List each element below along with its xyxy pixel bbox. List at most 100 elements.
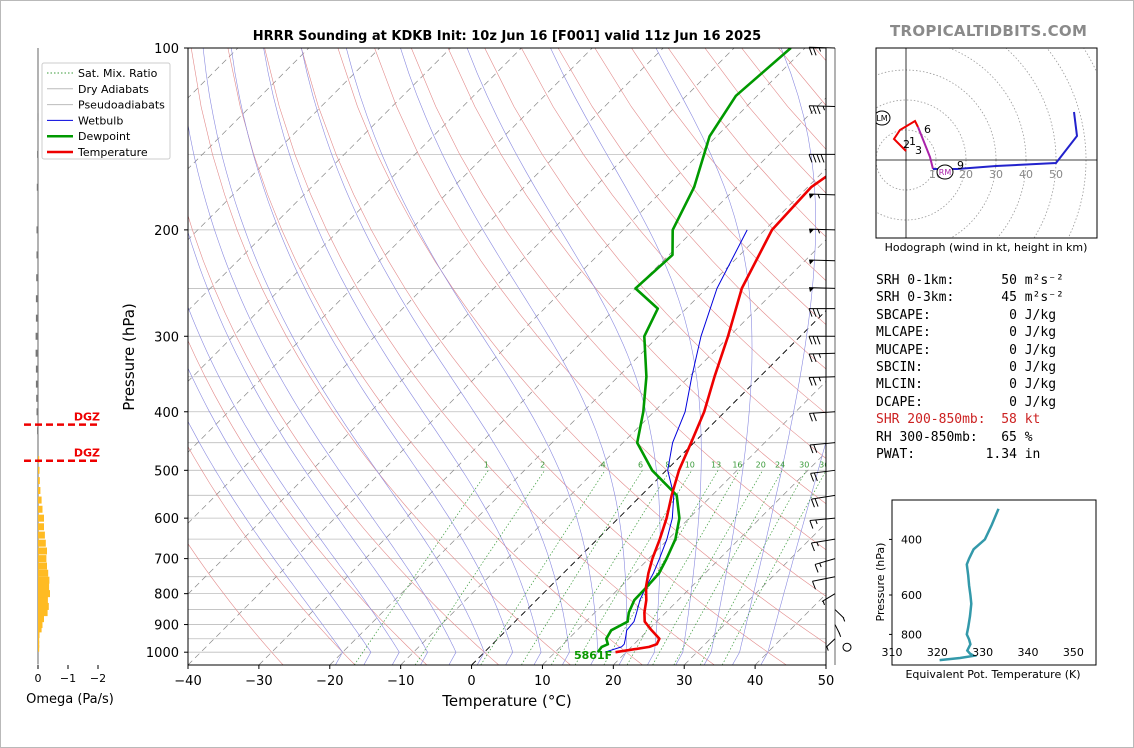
wetbulb-profile (604, 229, 748, 653)
hodograph-border (875, 47, 1098, 239)
p-tick-label: 1000 (146, 646, 179, 661)
surface-height-label: 5861F (574, 649, 612, 662)
omega-bar (35, 295, 38, 303)
legend: Sat. Mix. Ratio Dry Adiabats Pseudoadiabat… (41, 62, 171, 160)
wind-barb (810, 494, 836, 508)
pseudoadiabat (188, 367, 372, 665)
p-tick-label: 900 (154, 619, 179, 634)
barb-shaft (811, 494, 836, 500)
isotherm-line (329, 168, 826, 665)
param-spacer (931, 308, 1009, 323)
legend-label: Dewpoint (78, 130, 131, 143)
barb-full (809, 520, 814, 529)
barb-full (816, 308, 821, 317)
param-row: RH 300-850mb: 65 % (876, 429, 1064, 446)
mixing-ratio-line (652, 470, 764, 665)
omega-tick-label: 0 (35, 672, 42, 685)
hodo-ring-label: 20 (959, 168, 973, 181)
param-value: 0 (1009, 307, 1017, 323)
dgz-label: DGZ (74, 411, 100, 424)
x-tick-label: −10 (387, 674, 414, 689)
omega-bar (38, 644, 40, 652)
barb-shaft (809, 287, 836, 289)
pseudoadiabat (400, 48, 627, 665)
wind-barb (808, 376, 836, 386)
wind-barb (821, 593, 836, 606)
param-spacer (954, 273, 1001, 288)
mixing-ratio-line (521, 470, 643, 665)
param-value: 0 (1009, 377, 1017, 393)
barb-half (818, 47, 822, 52)
param-unit: J/kg (1024, 394, 1057, 410)
dry-adiabat (188, 543, 284, 665)
wind-barb (834, 609, 846, 622)
legend-box (41, 62, 171, 160)
param-label: MUCAPE: (876, 342, 931, 358)
barb-half (816, 541, 819, 547)
param-row: SBCIN: 0 J/kg (876, 359, 1064, 376)
wind-barb (810, 538, 836, 552)
wind-barb (812, 576, 836, 590)
isotherm-line (471, 309, 826, 665)
theta-e-profile (939, 508, 1000, 662)
hodo-marker-circle (936, 164, 954, 180)
theta-e-y-tick-label: 400 (901, 533, 922, 546)
omega-bar (38, 596, 48, 604)
omega-bar (36, 226, 38, 234)
pseudoadiabat (732, 48, 817, 665)
param-unit: J/kg (1024, 377, 1057, 393)
p-tick-label: 500 (154, 464, 179, 479)
omega-bar (38, 621, 43, 629)
wind-barb (808, 105, 836, 115)
omega-bar (36, 394, 38, 402)
barb-half (822, 600, 825, 606)
barb-flag (809, 287, 815, 293)
omega-bar (38, 636, 40, 644)
param-label: DCAPE: (876, 394, 923, 410)
wind-barbs (808, 46, 852, 665)
dry-adiabat (190, 48, 571, 665)
barb-shaft (825, 638, 836, 648)
barb-full (808, 377, 813, 386)
mixing-ratio-label: 1 (484, 460, 489, 469)
skewt-y-axis-label: Pressure (hPa) (120, 303, 138, 411)
barb-full (813, 444, 818, 453)
brand-watermark: TROPICALTIDBITS.COM (890, 22, 1088, 40)
wind-barb (808, 335, 835, 345)
theta-e-x-tick-label: 340 (1018, 646, 1039, 659)
barb-half (817, 194, 821, 199)
hodo-marker-label: LM (876, 114, 887, 123)
param-value: 65 (1001, 429, 1017, 445)
skewt-profiles: 1 2 4 6 8 10 13 16 20 24 30 36 (484, 48, 826, 654)
x-tick-label: 40 (747, 674, 764, 689)
barb-full (810, 542, 815, 552)
theta-e-y-axis-label: Pressure (hPa) (874, 543, 887, 622)
skewt-background-lines (188, 48, 826, 665)
omega-panel: DGZ DGZ 0 −1 −2 Omega (Pa/s) (24, 48, 114, 707)
omega-bar (35, 365, 38, 373)
theta-e-y-tick-label: 800 (901, 628, 922, 641)
barb-full (809, 444, 814, 454)
omega-tick-label: −2 (90, 672, 106, 685)
param-spacer (954, 290, 1001, 305)
mixing-ratio-line (626, 470, 740, 665)
x-tick-label: −40 (174, 674, 201, 689)
param-label: PWAT: (876, 447, 916, 463)
param-label: MLCIN: (876, 377, 923, 393)
param-row: DCAPE: 0 J/kg (876, 394, 1064, 411)
barb-full (814, 564, 819, 573)
x-tick-label: 20 (605, 674, 622, 689)
wind-barb (808, 153, 835, 163)
x-tick-label: 30 (676, 674, 693, 689)
param-unit: m²s⁻² (1024, 273, 1064, 288)
mixing-ratio-line (550, 470, 671, 665)
barb-full (810, 498, 815, 508)
omega-bar (35, 332, 38, 340)
param-row: MLCIN: 0 J/kg (876, 376, 1064, 393)
x-tick-label: 0 (467, 674, 475, 689)
mixing-ratio-label: 10 (685, 460, 695, 469)
param-label: SBCAPE: (876, 307, 931, 323)
barb-full (808, 413, 813, 422)
mixing-ratio-label: 4 (601, 460, 606, 469)
omega-bar (37, 150, 39, 158)
